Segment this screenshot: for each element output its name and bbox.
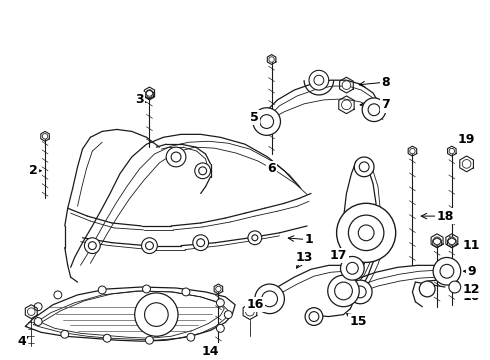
Circle shape <box>147 92 152 98</box>
Circle shape <box>255 284 284 314</box>
Circle shape <box>193 235 209 251</box>
Text: 13: 13 <box>295 251 313 264</box>
Circle shape <box>253 108 280 135</box>
Text: 4: 4 <box>17 335 26 348</box>
Circle shape <box>34 303 42 311</box>
Text: 3: 3 <box>135 93 144 107</box>
Text: 10: 10 <box>463 291 480 303</box>
Circle shape <box>337 203 396 262</box>
Text: 1: 1 <box>305 233 314 246</box>
Circle shape <box>341 256 364 280</box>
Circle shape <box>84 238 100 253</box>
Text: 6: 6 <box>267 162 276 175</box>
Circle shape <box>314 75 324 85</box>
Circle shape <box>166 147 186 167</box>
Circle shape <box>61 330 69 338</box>
Circle shape <box>305 308 323 325</box>
Circle shape <box>342 81 351 89</box>
Circle shape <box>199 167 207 175</box>
Text: 18: 18 <box>436 210 454 222</box>
Circle shape <box>354 286 366 298</box>
Circle shape <box>146 336 153 344</box>
Circle shape <box>103 334 111 342</box>
Circle shape <box>433 237 441 244</box>
Text: 11: 11 <box>463 239 480 252</box>
Text: 17: 17 <box>330 249 347 262</box>
Circle shape <box>433 257 461 285</box>
Circle shape <box>216 286 221 292</box>
Circle shape <box>262 291 277 307</box>
Circle shape <box>248 231 262 245</box>
Text: 12: 12 <box>463 283 480 297</box>
Circle shape <box>252 235 258 241</box>
Circle shape <box>34 318 42 325</box>
Circle shape <box>335 282 352 300</box>
Circle shape <box>135 293 178 336</box>
Text: 7: 7 <box>382 98 390 111</box>
Circle shape <box>54 291 62 299</box>
Circle shape <box>348 215 384 251</box>
Circle shape <box>142 238 157 253</box>
Circle shape <box>358 225 374 241</box>
Circle shape <box>309 312 319 321</box>
Circle shape <box>27 308 35 315</box>
Circle shape <box>143 285 150 293</box>
Circle shape <box>410 148 415 154</box>
Text: 15: 15 <box>349 315 367 328</box>
Circle shape <box>224 311 232 319</box>
Circle shape <box>362 98 386 122</box>
Circle shape <box>42 134 48 139</box>
Circle shape <box>328 275 359 307</box>
Circle shape <box>309 70 329 90</box>
Text: 2: 2 <box>29 164 38 177</box>
Circle shape <box>342 100 351 110</box>
Text: 9: 9 <box>467 265 476 278</box>
Circle shape <box>187 333 195 341</box>
Circle shape <box>434 240 440 246</box>
Circle shape <box>88 242 96 249</box>
Circle shape <box>462 159 471 168</box>
Circle shape <box>182 288 190 296</box>
Circle shape <box>146 242 153 249</box>
Circle shape <box>346 262 358 274</box>
Circle shape <box>419 281 435 297</box>
Circle shape <box>217 299 224 307</box>
Circle shape <box>368 104 380 116</box>
Text: 8: 8 <box>382 76 390 89</box>
Circle shape <box>440 264 454 278</box>
Circle shape <box>195 163 211 179</box>
Text: 19: 19 <box>458 133 475 146</box>
Circle shape <box>245 307 254 316</box>
Circle shape <box>145 303 168 327</box>
Circle shape <box>269 57 274 62</box>
Circle shape <box>146 90 153 96</box>
Circle shape <box>449 148 455 154</box>
Circle shape <box>197 239 205 247</box>
Text: 16: 16 <box>246 298 264 311</box>
Circle shape <box>359 162 369 172</box>
Circle shape <box>217 324 224 332</box>
Circle shape <box>354 157 374 177</box>
Circle shape <box>98 286 106 294</box>
Circle shape <box>448 237 456 244</box>
Circle shape <box>260 114 273 129</box>
Circle shape <box>449 281 461 293</box>
Text: 14: 14 <box>202 345 220 357</box>
Text: 5: 5 <box>250 111 259 124</box>
Circle shape <box>171 152 181 162</box>
Circle shape <box>348 280 372 304</box>
Circle shape <box>449 240 455 246</box>
